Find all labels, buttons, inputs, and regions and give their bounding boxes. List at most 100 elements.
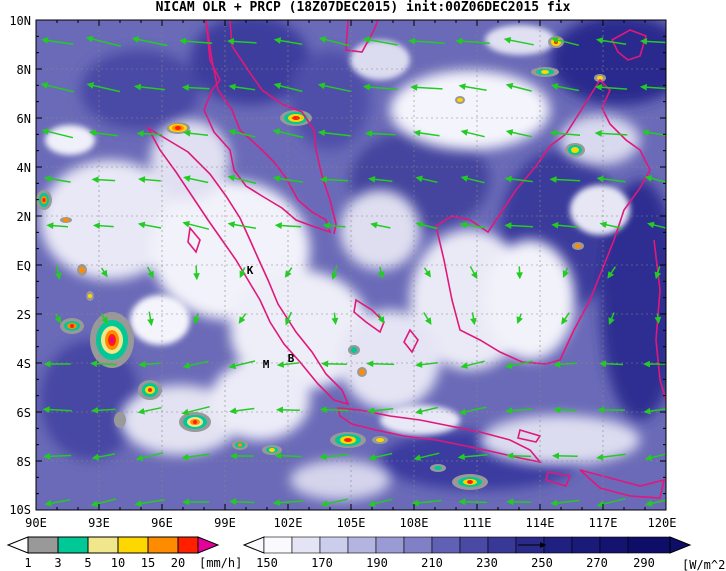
lon-label: 105E — [337, 516, 366, 530]
wind-arrowhead — [415, 361, 423, 368]
wind-arrowhead — [193, 273, 200, 281]
wind-arrowhead — [459, 221, 467, 229]
wind-arrowhead — [550, 499, 558, 507]
olr-tick: 170 — [311, 556, 333, 570]
wind-arrowhead — [147, 270, 154, 279]
wind-arrowhead — [594, 83, 603, 91]
vietnam-coast — [345, 20, 379, 53]
wind-arrowhead — [641, 129, 650, 136]
wind-arrowhead — [322, 222, 331, 229]
wind-arrowhead — [273, 82, 282, 90]
wind-arrowhead — [138, 360, 146, 368]
precip-colorbar: 1 3 5 10 15 20 [mm/h] — [6, 536, 242, 570]
wind-arrowhead — [137, 221, 146, 229]
wind-arrowhead — [227, 38, 235, 45]
wind-arrow — [641, 40, 666, 44]
olr-tick: 210 — [421, 556, 443, 570]
wind-arrowhead — [504, 175, 512, 183]
wind-arrowhead — [91, 453, 100, 461]
wind-arrowhead — [550, 83, 559, 90]
wind-arrowhead — [41, 128, 50, 135]
wind-arrowhead — [470, 271, 478, 280]
wind-arrowhead — [183, 129, 191, 137]
malay-peninsula-coast — [203, 20, 332, 234]
wind-arrowhead — [455, 37, 463, 45]
wind-arrowhead — [415, 407, 423, 415]
wind-arrow — [319, 83, 351, 93]
wind-arrowhead — [276, 361, 285, 368]
lon-label: 117E — [589, 516, 618, 530]
wind-arrowhead — [654, 271, 662, 280]
wind-arrowhead — [594, 130, 602, 137]
wind-arrowhead — [516, 272, 523, 280]
wind-arrowhead — [272, 499, 280, 507]
olr-tick: 230 — [476, 556, 498, 570]
wind-arrowhead — [506, 498, 514, 506]
wind-arrowhead — [645, 499, 653, 507]
lat-label: 4S — [17, 357, 31, 371]
wind-arrowhead — [370, 221, 378, 229]
wind-arrowhead — [178, 37, 187, 45]
wind-arrowhead — [135, 454, 144, 462]
wind-arrowhead — [227, 174, 236, 182]
wind-arrowhead — [595, 37, 604, 44]
lon-label: 96E — [151, 516, 173, 530]
wind-arrowhead — [229, 498, 237, 506]
wind-arrow — [641, 86, 666, 90]
wind-arrowhead — [608, 317, 615, 325]
wind-arrowhead — [88, 129, 97, 137]
wind-arrowhead — [40, 37, 49, 44]
wind-arrowhead — [319, 453, 327, 461]
gridlines — [36, 20, 666, 510]
olr-tick: 290 — [633, 556, 655, 570]
wind-arrowhead — [193, 316, 200, 325]
wind-arrowhead — [239, 270, 246, 279]
wind-arrowhead — [238, 316, 246, 324]
wind-arrowhead — [366, 360, 374, 368]
lat-label: 6S — [17, 406, 31, 420]
lat-label: 8S — [17, 455, 31, 469]
wind-arrowhead — [275, 406, 283, 414]
wind-arrowhead — [228, 362, 237, 370]
lat-axis-labels: 10N 8N 6N 4N 2N EQ 2S 4S 6S 8S 10S — [9, 14, 31, 517]
wind-arrowhead — [460, 129, 469, 136]
wind-arrowhead — [331, 317, 339, 325]
wind-arrowhead — [460, 362, 469, 369]
wind-arrowhead — [43, 452, 51, 460]
wind-arrowhead — [470, 317, 477, 326]
wind-arrowhead — [639, 83, 648, 91]
wind-arrow — [457, 40, 490, 44]
wind-arrowhead — [505, 82, 514, 90]
wind-arrowhead — [424, 270, 431, 278]
lat-label: 2N — [17, 210, 31, 224]
wind-arrowhead — [561, 316, 568, 325]
wind-arrow — [364, 85, 398, 91]
wind-arrowhead — [273, 37, 282, 44]
lon-label: 93E — [88, 516, 110, 530]
thailand-coast — [229, 20, 337, 235]
wind-arrowhead — [320, 500, 329, 507]
plot-area — [36, 20, 666, 510]
olr-tick: 250 — [531, 556, 553, 570]
wind-arrowhead — [46, 222, 54, 230]
lon-axis-labels: 90E 93E 96E 99E 102E 105E 108E 111E 114E… — [25, 516, 676, 530]
wind-arrowhead — [182, 220, 190, 228]
wind-arrowhead — [654, 316, 662, 325]
borneo-coast — [435, 78, 651, 365]
wind-arrowhead — [506, 452, 514, 460]
wind-arrow — [88, 83, 121, 93]
lon-label: 99E — [214, 516, 236, 530]
sumatra-coast — [145, 125, 350, 406]
colorbar-arrow-right — [669, 536, 692, 554]
wind-arrowhead — [91, 176, 99, 184]
wind-arrowhead — [553, 406, 561, 414]
wind-arrowhead — [367, 175, 376, 183]
wind-arrowhead — [85, 35, 94, 43]
axis-ticks — [35, 19, 667, 511]
wind-arrowhead — [504, 222, 512, 229]
wind-arrowhead — [377, 271, 385, 279]
wind-arrowhead — [133, 83, 142, 91]
wind-arrowhead — [101, 316, 109, 325]
wind-arrowhead — [607, 271, 615, 279]
